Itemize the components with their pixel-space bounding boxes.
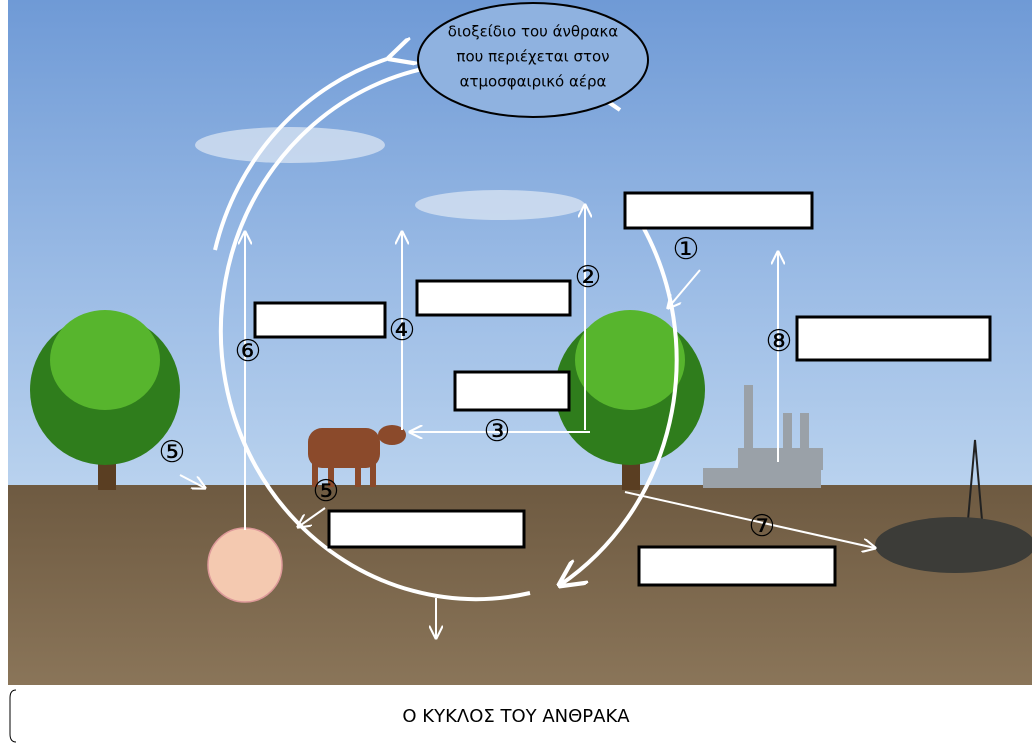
step-marker: ③: [484, 414, 511, 449]
microbe: [208, 528, 282, 602]
answer-box[interactable]: [625, 193, 812, 228]
step-marker: ②: [575, 260, 602, 295]
answer-box[interactable]: [255, 303, 385, 337]
bubble-line: που περιέχεται στον: [456, 48, 609, 66]
page: διοξείδιο του άνθρακα που περιέχεται στο…: [0, 0, 1032, 744]
answer-box[interactable]: [329, 511, 524, 547]
caption-bracket: [10, 690, 16, 742]
step-marker: ⑦: [749, 509, 776, 544]
caption: Ο ΚΥΚΛΟΣ ΤΟΥ ΑΝΘΡΑΚΑ: [402, 706, 630, 727]
oil-pool: [875, 517, 1032, 573]
answer-box[interactable]: [417, 281, 570, 315]
step-marker: ①: [673, 232, 700, 267]
bubble-line: ατμοσφαιρικό αέρα: [460, 73, 607, 91]
step-marker: ⑥: [235, 334, 262, 369]
answer-box[interactable]: [455, 372, 569, 410]
answer-box[interactable]: [797, 317, 990, 360]
step-marker: ④: [389, 313, 416, 348]
step-marker: ⑤: [159, 435, 186, 470]
carbon-cycle-diagram: διοξείδιο του άνθρακα που περιέχεται στο…: [0, 0, 1032, 744]
step-marker: ⑤: [313, 474, 340, 509]
bubble-line: διοξείδιο του άνθρακα: [448, 23, 619, 41]
answer-box[interactable]: [639, 547, 835, 585]
step-marker: ⑧: [766, 324, 793, 359]
cloud: [415, 190, 585, 220]
